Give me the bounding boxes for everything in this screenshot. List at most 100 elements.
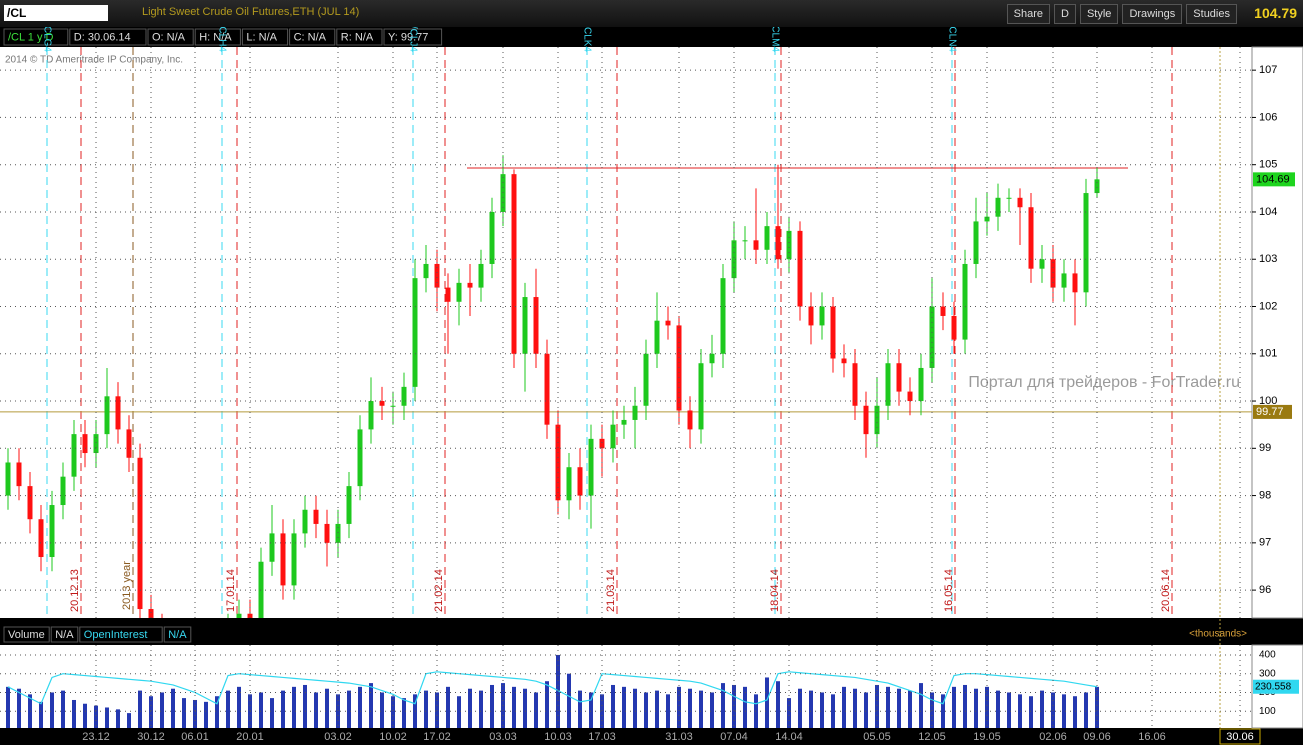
- units-label: <thousands>: [1189, 629, 1247, 640]
- x-tick-label: 05.05: [863, 731, 891, 743]
- expiry-label: 21.02.14: [433, 569, 445, 612]
- candle-body: [302, 509, 308, 534]
- x-tick-label: 10.02: [379, 731, 407, 743]
- candle-body: [577, 467, 583, 496]
- volume-bar: [490, 684, 494, 728]
- volume-bar: [743, 686, 747, 728]
- candle-body: [808, 306, 814, 326]
- volume-bar: [468, 688, 472, 728]
- candle-body: [335, 523, 341, 543]
- toolbar-button[interactable]: Studies: [1186, 4, 1237, 24]
- volume-bar: [996, 690, 1000, 728]
- candle-body: [1094, 179, 1100, 194]
- candle-body: [830, 306, 836, 359]
- candle-body: [533, 297, 539, 354]
- x-tick-label: 31.03: [665, 731, 693, 743]
- volume-bar: [292, 686, 296, 728]
- volume-bar: [633, 688, 637, 728]
- candle-body: [49, 505, 55, 558]
- info-item: R: N/A: [341, 31, 374, 43]
- volume-bar: [589, 692, 593, 728]
- x-tick-label: 06.01: [181, 731, 209, 743]
- x-tick-label: 07.04: [720, 731, 748, 743]
- volume-bar: [358, 686, 362, 728]
- volume-bar: [556, 654, 560, 728]
- volume-bar: [820, 692, 824, 728]
- candle-body: [368, 401, 374, 430]
- volume-bar: [985, 686, 989, 728]
- volume-bar: [1051, 692, 1055, 728]
- volume-bar: [732, 684, 736, 728]
- volume-header-cell: [163, 626, 192, 643]
- x-tick-label: 19.05: [973, 731, 1001, 743]
- volume-bar: [831, 694, 835, 728]
- volume-bar: [908, 690, 912, 728]
- x-tick-label: 03.02: [324, 731, 352, 743]
- volume-bar: [479, 690, 483, 728]
- volume-header-cell: [79, 626, 163, 643]
- volume-bar: [952, 686, 956, 728]
- volume-tick-label: 100: [1259, 706, 1276, 717]
- candle-body: [654, 320, 660, 354]
- expiry-label: 18.04.14: [769, 569, 781, 612]
- candle-body: [93, 434, 99, 454]
- volume-bar: [248, 694, 252, 728]
- volume-bar: [545, 681, 549, 728]
- volume-bar: [160, 692, 164, 728]
- current-date-box: [1219, 728, 1261, 745]
- y-tick-label: 100: [1259, 395, 1277, 407]
- volume-bar: [787, 698, 791, 728]
- candle-body: [236, 613, 242, 618]
- candle-body: [82, 434, 88, 454]
- y-tick-label: 106: [1259, 111, 1277, 123]
- info-item: D: 30.06.14: [74, 31, 131, 43]
- volume-bar: [1084, 692, 1088, 728]
- candle-body: [907, 391, 913, 402]
- candle-body: [313, 509, 319, 524]
- level-marker-label: 99.77: [1256, 406, 1284, 418]
- volume-bar: [138, 690, 142, 728]
- x-tick-label: 09.06: [1083, 731, 1111, 743]
- y-tick-label: 96: [1259, 584, 1271, 596]
- volume-bar: [347, 690, 351, 728]
- toolbar-button[interactable]: Style: [1079, 4, 1119, 24]
- volume-bar: [919, 683, 923, 728]
- candle-body: [984, 216, 990, 222]
- candle-body: [412, 278, 418, 387]
- candle-body: [995, 197, 1001, 217]
- roll-label: /CLM4: [769, 23, 780, 53]
- x-tick-label: 03.03: [489, 731, 517, 743]
- candle-body: [71, 434, 77, 477]
- candle-body: [60, 476, 66, 506]
- oi-marker-label: 230.558: [1255, 681, 1292, 692]
- toolbar-button[interactable]: Share: [1006, 4, 1051, 24]
- candle-body: [621, 419, 627, 425]
- toolbar-button[interactable]: D: [1054, 4, 1076, 24]
- volume-bar: [1095, 686, 1099, 728]
- symbol-description: Light Sweet Crude Oil Futures,ETH (JUL 1…: [142, 6, 360, 18]
- volume-header-item: N/A: [55, 629, 74, 641]
- toolbar-button[interactable]: Drawings: [1122, 4, 1183, 24]
- info-item: C: N/A: [294, 31, 327, 43]
- last-price-label: 104.69: [1256, 173, 1290, 185]
- volume-bar: [149, 696, 153, 728]
- x-tick-label: 23.12: [82, 731, 110, 743]
- y-tick-label: 99: [1259, 442, 1271, 454]
- expiry-label: 21.03.14: [605, 569, 617, 612]
- candle-body: [137, 457, 143, 610]
- x-tick-label: 30.06: [1226, 731, 1254, 743]
- volume-bar: [61, 690, 65, 728]
- volume-bar: [259, 692, 263, 728]
- candle-body: [401, 386, 407, 406]
- expiry-label: 20.12.13: [69, 569, 81, 612]
- candle-body: [918, 367, 924, 402]
- volume-bar: [886, 686, 890, 728]
- candle-body: [115, 396, 121, 430]
- symbol-input[interactable]: /CL: [4, 5, 108, 21]
- candle-body: [467, 282, 473, 288]
- volume-header-cell: [3, 626, 50, 643]
- x-tick-label: 12.05: [918, 731, 946, 743]
- volume-bar: [281, 690, 285, 728]
